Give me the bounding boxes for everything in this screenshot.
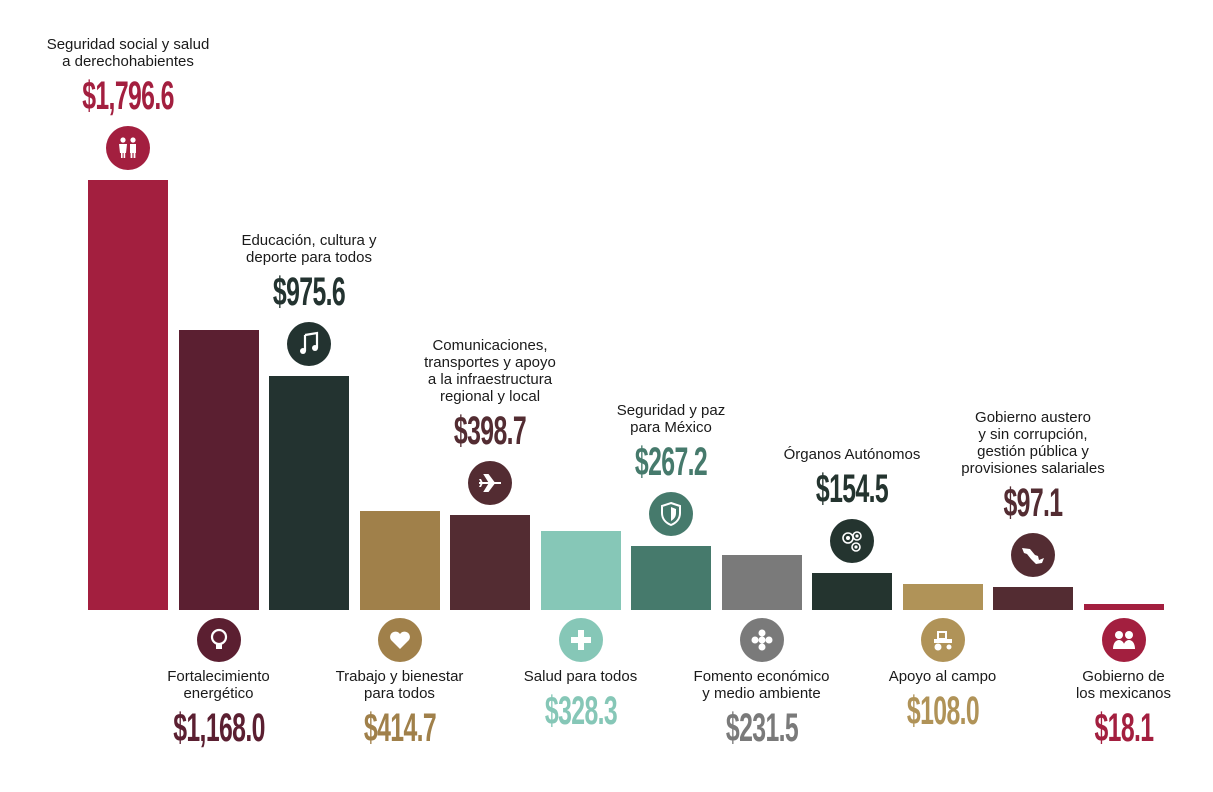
flower-icon bbox=[739, 618, 784, 662]
category-label: Apoyo al campo bbox=[888, 668, 997, 685]
data-label: $231.5 bbox=[725, 706, 798, 750]
shield-icon bbox=[649, 492, 693, 537]
bar bbox=[88, 180, 168, 610]
bar bbox=[359, 510, 440, 610]
category-label: Seguridad y paz para México bbox=[616, 402, 726, 437]
data-label: $18.1 bbox=[1094, 706, 1154, 750]
data-label: $267.2 bbox=[634, 440, 708, 485]
bar bbox=[812, 573, 892, 610]
category-label: Comunicaciones, transportes y apoyo a la… bbox=[424, 336, 556, 405]
data-label: $975.6 bbox=[272, 270, 346, 315]
data-label: $108.0 bbox=[906, 689, 979, 733]
data-label: $398.7 bbox=[453, 408, 527, 453]
bar bbox=[631, 546, 711, 610]
mexico-map-icon bbox=[1011, 532, 1055, 577]
group-icon bbox=[830, 519, 874, 564]
data-label: $97.1 bbox=[1003, 480, 1064, 525]
bar bbox=[269, 376, 349, 610]
category-label: Salud para todos bbox=[523, 668, 638, 685]
bar bbox=[902, 584, 983, 610]
bar bbox=[721, 554, 802, 610]
medical-cross-icon bbox=[558, 618, 603, 662]
lightbulb-icon bbox=[196, 618, 241, 662]
bar bbox=[1083, 604, 1164, 610]
data-label: $1,796.6 bbox=[82, 74, 174, 118]
bar bbox=[540, 531, 621, 610]
bar bbox=[993, 586, 1073, 610]
bar bbox=[450, 514, 530, 610]
category-label: Órganos Autónomos bbox=[783, 446, 921, 464]
data-label: $414.7 bbox=[363, 706, 436, 750]
data-label: $154.5 bbox=[815, 467, 889, 512]
category-label: Trabajo y bienestar para todos bbox=[335, 668, 464, 702]
category-label: Fortalecimiento energético bbox=[167, 668, 270, 702]
people-icon bbox=[106, 126, 150, 170]
category-label: Gobierno de los mexicanos bbox=[1075, 668, 1172, 702]
heart-icon bbox=[377, 618, 422, 662]
bar bbox=[178, 330, 259, 610]
category-label: Educación, cultura y deporte para todos bbox=[241, 232, 377, 267]
category-label: Fomento económico y medio ambiente bbox=[693, 668, 830, 702]
data-label: $328.3 bbox=[544, 689, 617, 733]
airplane-icon bbox=[468, 460, 512, 505]
tractor-icon bbox=[920, 618, 965, 662]
music-note-icon bbox=[287, 322, 331, 367]
officials-icon bbox=[1101, 618, 1146, 662]
category-label: Gobierno austero y sin corrupción, gesti… bbox=[961, 408, 1105, 477]
data-label: $1,168.0 bbox=[172, 706, 265, 750]
category-label: Seguridad social y salud a derechohabien… bbox=[46, 36, 210, 70]
